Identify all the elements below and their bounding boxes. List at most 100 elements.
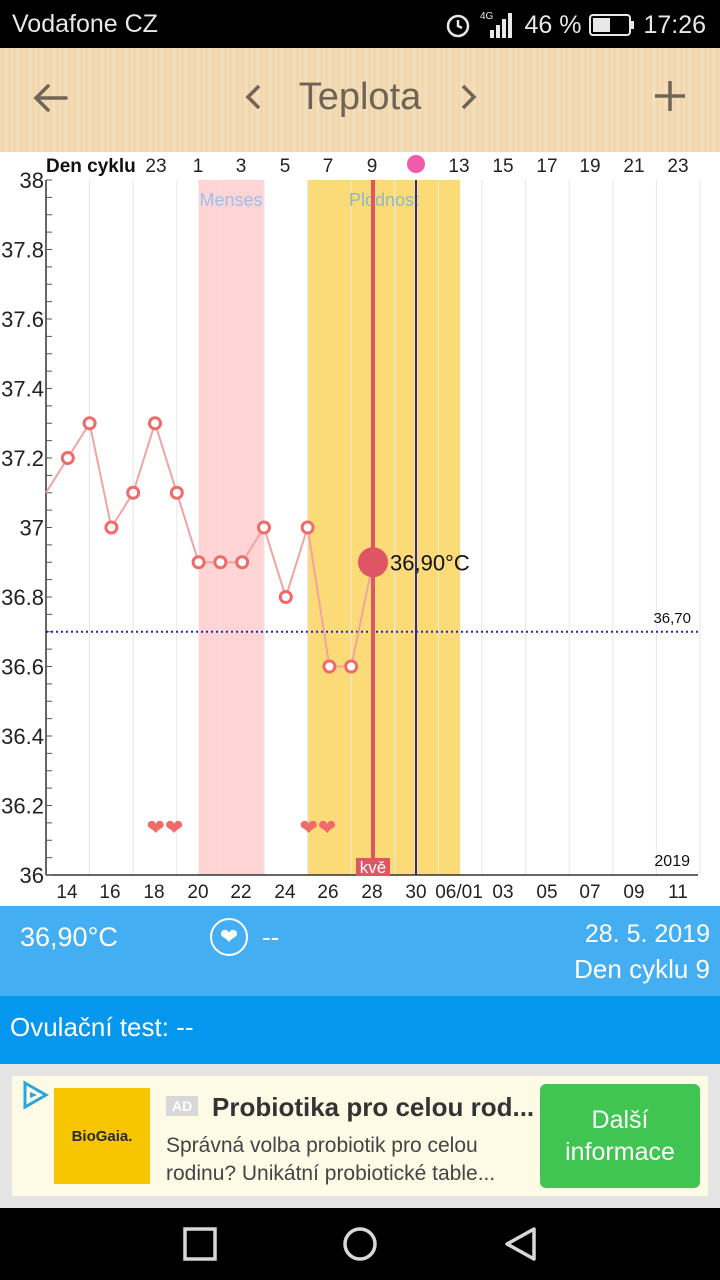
navigation-bar [0,1208,720,1280]
intercourse-hearts: ❤❤ [147,816,184,841]
x-tick-label: 22 [230,882,251,903]
cycle-day-label: Den cyklu 9 [574,954,710,984]
x-tick-label: 16 [99,882,120,903]
alarm-icon [447,14,470,38]
temperature-point [191,555,206,570]
temperature-point [300,520,315,535]
top-tick-label: 19 [579,156,600,177]
temperature-point [235,555,250,570]
top-tick-label: 5 [280,156,291,177]
top-tick-label: 21 [623,156,644,177]
y-tick-label: 37.8 [1,238,44,263]
temperature-point [213,555,228,570]
fertility-band [308,180,461,875]
top-tick-label: 15 [492,156,513,177]
chevron-left-icon[interactable] [242,82,266,112]
page-title: Teplota [298,75,422,118]
x-tick-label: 20 [187,882,208,903]
top-tick-label: 23 [667,156,688,177]
ovulation-test-bar[interactable]: Ovulační test: -- [0,996,720,1064]
y-tick-label: 36.6 [1,655,44,680]
selected-temperature: 36,90°C [20,922,118,952]
temperature-point [322,659,337,674]
temperature-point [169,485,184,500]
x-tick-label: 26 [317,882,338,903]
temperature-point [278,590,293,604]
info-bar: 36,90°C ❤ -- 28. 5. 2019 Den cyklu 9 [0,906,720,996]
top-tick-label: 17 [536,156,557,177]
fertility-label: Plodnost [349,190,419,210]
temperature-point [104,520,119,535]
month-marker-bg [356,858,390,876]
x-tick-label: 11 [668,882,688,903]
battery-percent: 46 % [524,10,582,39]
selected-point-label: 36,90°C [390,550,470,575]
carrier-name: Vodafone CZ [12,10,158,38]
x-tick-label: 03 [492,882,513,903]
temperature-point [126,485,141,500]
top-tick-label: 3 [236,156,247,177]
temperature-line [45,419,374,668]
plus-icon[interactable] [652,78,688,114]
coverline-label: 36,70 [653,610,691,627]
chevron-right-icon[interactable] [456,82,480,112]
month-marker-label: kvě [360,858,386,877]
chart-svg[interactable]: 3837.837.637.437.23736.836.636.436.236De… [0,152,720,904]
ad-title[interactable]: Probiotika pro celou rod... [212,1092,535,1122]
x-tick-label: 07 [579,882,600,903]
menses-label: Menses [199,190,262,210]
recent-apps-icon[interactable] [182,1226,218,1262]
y-tick-label: 36.4 [1,724,44,749]
menses-band [198,180,264,875]
intercourse-value: -- [262,921,280,952]
adchoices-icon[interactable] [20,1080,50,1110]
temperature-point [60,451,75,465]
status-icons: 4G 46 % 17:26 [444,10,706,40]
top-tick-label: 9 [367,156,378,177]
svg-text:4G: 4G [480,11,494,22]
ad-description: Správná volba probiotik pro celou rodinu… [166,1134,496,1185]
intercourse-indicator: ❤ -- [210,918,279,956]
x-tick-label: 05 [536,882,557,903]
temperature-point [257,520,271,535]
ad-banner[interactable]: BioGaia. AD Probiotika pro celou rod... … [0,1064,720,1208]
heart-circle-icon: ❤ [210,918,248,956]
y-tick-label: 36.2 [1,794,44,819]
battery-icon [589,14,635,36]
home-icon[interactable] [342,1226,378,1262]
y-tick-label: 37.6 [1,307,44,332]
status-bar: Vodafone CZ 4G 46 % 17:26 [0,0,720,48]
selected-date: 28. 5. 2019 [584,920,710,948]
back-arrow-icon[interactable] [30,78,70,118]
top-tick-label: 13 [448,156,469,177]
page-title-container: Teplota [240,72,480,122]
y-tick-label: 36.8 [1,585,44,610]
back-icon[interactable] [502,1226,538,1262]
app-bar: Teplota [0,48,720,154]
ad-logo-text: BioGaia. [71,1127,133,1145]
temperature-chart[interactable]: 38 37.8 37.6 37.4 37.2 37 36.8 36.6 36.4 36.2 36 De… [0,152,720,904]
ad-logo[interactable]: BioGaia. [54,1088,150,1184]
ad-card[interactable]: BioGaia. AD Probiotika pro celou rod... … [12,1076,708,1196]
y-tick-label: 37.4 [1,377,44,402]
x-tick-label: 09 [623,882,644,903]
top-tick-label: 7 [323,156,334,177]
y-tick-label: 36 [20,863,44,888]
y-tick-label: 38 [20,168,44,193]
ovulation-marker-icon [407,155,425,173]
x-tick-label: 14 [56,882,78,903]
ovulation-test-text: Ovulační test: -- [10,1012,194,1042]
clock: 17:26 [643,10,706,39]
top-tick-label: 1 [193,156,204,177]
x-tick-label: 24 [274,882,296,903]
signal-icon: 4G [480,11,513,38]
x-tick-label: 30 [405,882,426,903]
intercourse-hearts: ❤❤ [300,816,337,841]
x-tick-label: 06/01 [435,882,483,903]
top-axis-title: Den cyklu [46,156,136,177]
selected-point [358,547,388,578]
ad-cta-button[interactable]: Další informace [540,1084,700,1188]
ad-badge: AD [166,1096,199,1116]
top-tick-label: 23 [145,156,166,177]
x-tick-label: 18 [143,882,164,903]
